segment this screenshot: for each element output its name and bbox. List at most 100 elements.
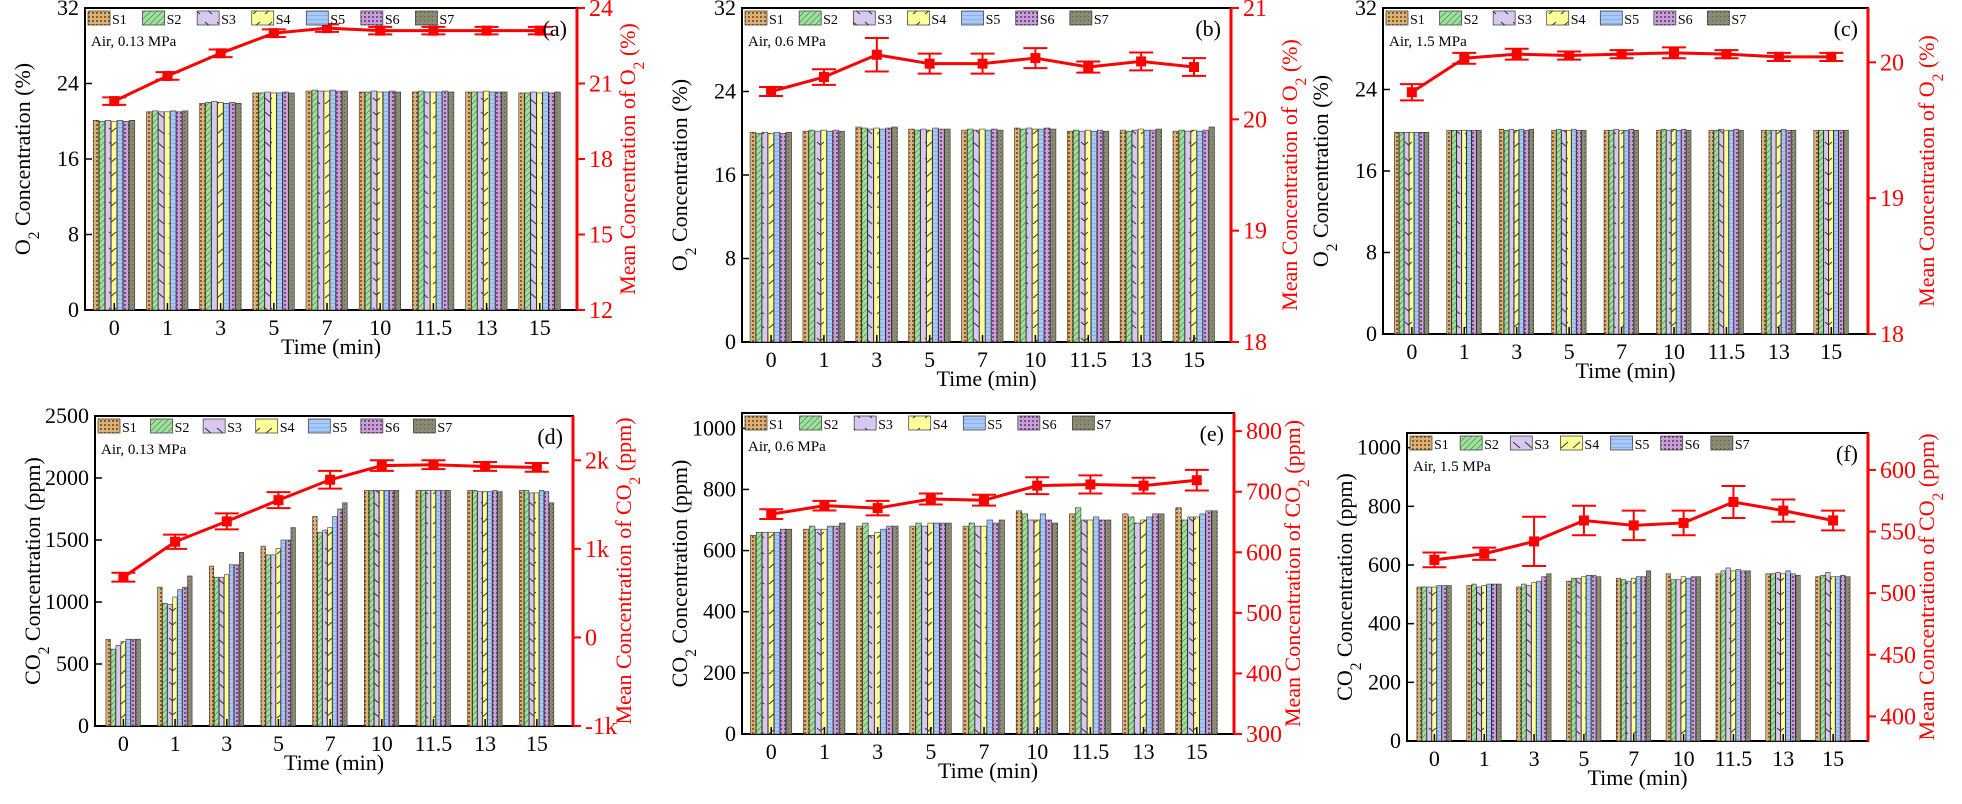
- mean-point: [977, 58, 988, 69]
- y-tick-label: 0: [1366, 321, 1377, 346]
- bar-s5-t1: [177, 589, 183, 727]
- right-y-tick-label: 12: [589, 298, 613, 324]
- y-tick-label: 200: [1368, 669, 1401, 694]
- bar-s5-t13: [1143, 129, 1150, 343]
- bar-s7-t3: [1546, 573, 1552, 742]
- bar-s2-t0: [755, 531, 763, 735]
- bar-s4-t1: [164, 111, 171, 311]
- bar-s2-t3: [213, 576, 220, 727]
- mean-point: [1828, 515, 1839, 526]
- bar-s6-t11.5: [1099, 519, 1106, 735]
- right-y-tick-label: 600: [1880, 458, 1916, 484]
- bar-s7-t15: [549, 502, 555, 727]
- bar-s5-t11.5: [1728, 129, 1734, 335]
- bar-s3-t13: [1131, 129, 1138, 343]
- x-tick-label: 5: [1578, 746, 1589, 771]
- mean-point: [766, 86, 777, 97]
- y-tick-label: 800: [1368, 493, 1401, 518]
- bar-s7-t1: [187, 575, 193, 727]
- bar-s7-t13: [501, 91, 508, 311]
- legend: S1 S2 S3 S4 S5 S6 S7: [744, 10, 1109, 28]
- y-tick-label: 32: [714, 0, 736, 20]
- legend-label-s7: S7: [439, 13, 454, 28]
- legend-swatch-s2: [1459, 435, 1483, 451]
- bar-s1-t7: [962, 525, 969, 735]
- bar-s7-t11.5: [445, 490, 451, 727]
- bars: [1394, 128, 1849, 335]
- bar-s2-t7: [968, 522, 975, 735]
- bar-s4-t1: [820, 129, 827, 343]
- bar-s6-t11.5: [442, 90, 449, 311]
- legend-label-s4: S4: [280, 421, 295, 436]
- bar-s6-t7: [1640, 576, 1647, 742]
- bar-s6-t0: [779, 528, 787, 735]
- bar-s2-t3: [1503, 129, 1510, 335]
- bar-s6-t1: [832, 129, 839, 343]
- bar-s4-t11.5: [430, 490, 436, 727]
- bar-s3-t7: [322, 529, 328, 727]
- x-tick-label: 1: [1459, 339, 1470, 364]
- legend-swatch-s6: [360, 418, 384, 434]
- legend-label-s2: S2: [824, 418, 839, 433]
- bar-s4-t7: [1630, 577, 1637, 742]
- bar-s4-t0: [120, 641, 126, 727]
- bar-s3-t13: [1775, 572, 1781, 742]
- bar-s4-t5: [1566, 129, 1572, 335]
- x-tick-label: 10: [1663, 339, 1685, 364]
- panel-label: (d): [537, 424, 563, 449]
- bar-s2-t1: [152, 110, 159, 311]
- bar-s6-t10: [388, 90, 396, 311]
- bar-s4-t0: [1431, 586, 1437, 742]
- bar-s7-t11.5: [448, 91, 455, 311]
- legend-swatch-s1: [1409, 435, 1433, 451]
- bar-s7-t1: [839, 522, 846, 735]
- y-tick-label: 2500: [45, 403, 89, 428]
- bar-s7-t0: [1446, 585, 1452, 742]
- bar-s2-t0: [1421, 586, 1427, 742]
- x-tick-label: 1: [170, 731, 181, 756]
- bar-s1-t15: [519, 490, 525, 727]
- x-tick-label: 0: [766, 739, 777, 764]
- bar-s6-t11.5: [1733, 128, 1739, 335]
- bar-s6-t3: [886, 525, 893, 735]
- bar-s7-t5: [290, 527, 296, 727]
- mean-point: [1616, 49, 1627, 60]
- bar-s3-t10: [373, 490, 380, 727]
- x-tick-label: 13: [1130, 347, 1152, 372]
- bar-s1-t7: [961, 129, 968, 343]
- bar-s3-t0: [115, 645, 121, 727]
- x-tick-label: 3: [871, 347, 882, 372]
- x-tick-label: 10: [371, 731, 393, 756]
- bar-s4-t10: [1680, 576, 1686, 742]
- legend-label-s5: S5: [330, 13, 345, 28]
- bar-s3-t1: [167, 604, 173, 727]
- legend-label-s1: S1: [122, 421, 137, 436]
- bar-s3-t15: [1823, 129, 1829, 335]
- legend-label-s3: S3: [878, 418, 893, 433]
- bar-s7-t0: [135, 638, 141, 727]
- bar-s1-t1: [146, 111, 153, 311]
- bar-s7-t10: [393, 490, 400, 727]
- bar-s5-t11.5: [1735, 569, 1741, 742]
- bar-s4-t13: [483, 90, 490, 311]
- bar-s2-t10: [1661, 128, 1667, 335]
- mean-point: [1429, 554, 1440, 565]
- bar-s2-t1: [1471, 583, 1477, 742]
- bar-s6-t1: [1491, 583, 1497, 742]
- x-tick-label: 0: [118, 731, 129, 756]
- bar-s4-t1: [1481, 585, 1487, 742]
- bar-s7-t3: [235, 103, 242, 311]
- bar-s3-t7: [974, 525, 981, 735]
- right-y-tick-label: 18: [1880, 322, 1904, 348]
- bar-s6-t5: [1591, 574, 1597, 742]
- bar-s6-t7: [1628, 128, 1634, 335]
- mean-point: [428, 459, 439, 470]
- x-tick-label: 13: [1133, 739, 1155, 764]
- bar-s6-t1: [182, 586, 188, 727]
- bar-s4-t5: [926, 129, 933, 343]
- bar-s3-t11.5: [425, 490, 431, 727]
- bar-s5-t13: [489, 91, 496, 311]
- right-y-tick-label: 400: [1246, 661, 1282, 687]
- right-y-tick-label: 300: [1246, 722, 1282, 748]
- bar-s3-t15: [1825, 572, 1831, 742]
